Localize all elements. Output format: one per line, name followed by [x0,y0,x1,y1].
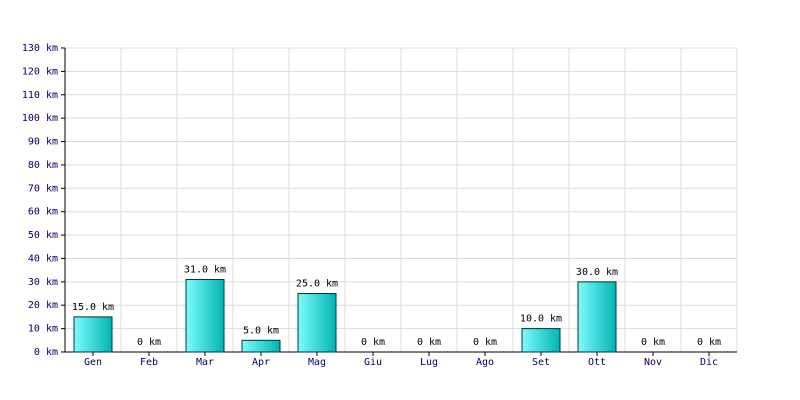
value-label: 0 km [361,337,385,348]
y-tick-label: 60 km [28,207,58,218]
y-tick-label: 50 km [28,230,58,241]
x-tick-label: Nov [644,357,662,368]
value-label: 0 km [697,337,721,348]
value-label: 25.0 km [296,279,338,290]
x-tick-label: Dic [700,357,718,368]
value-label: 30.0 km [576,267,618,278]
x-tick-label: Apr [252,357,270,368]
value-label: 0 km [473,337,497,348]
y-tick-label: 30 km [28,277,58,288]
x-tick-label: Mag [308,357,326,368]
bar [577,281,617,353]
x-tick-label: Giu [364,357,382,368]
y-tick-label: 10 km [28,324,58,335]
x-tick-label: Ago [476,357,494,368]
value-label: 10.0 km [520,314,562,325]
value-label: 0 km [417,337,441,348]
y-tick-label: 120 km [22,66,58,77]
x-tick-label: Lug [420,357,438,368]
bar [241,339,281,353]
y-tick-label: 100 km [22,113,58,124]
x-tick-label: Ott [588,357,606,368]
y-tick-label: 0 km [34,347,58,358]
y-tick-label: 20 km [28,300,58,311]
bar [521,328,561,353]
x-tick-label: Mar [196,357,214,368]
bar [185,279,225,353]
value-label: 0 km [137,337,161,348]
y-tick-label: 90 km [28,137,58,148]
y-tick-label: 110 km [22,90,58,101]
y-tick-label: 130 km [22,43,58,54]
bar [73,316,113,353]
bar [297,293,337,353]
value-label: 31.0 km [184,265,226,276]
x-tick-label: Feb [140,357,158,368]
y-tick-label: 80 km [28,160,58,171]
value-label: 5.0 km [243,325,279,336]
value-label: 15.0 km [72,302,114,313]
value-label: 0 km [641,337,665,348]
y-tick-label: 70 km [28,183,58,194]
x-tick-label: Set [532,357,550,368]
x-tick-label: Gen [84,357,102,368]
y-tick-label: 40 km [28,253,58,264]
